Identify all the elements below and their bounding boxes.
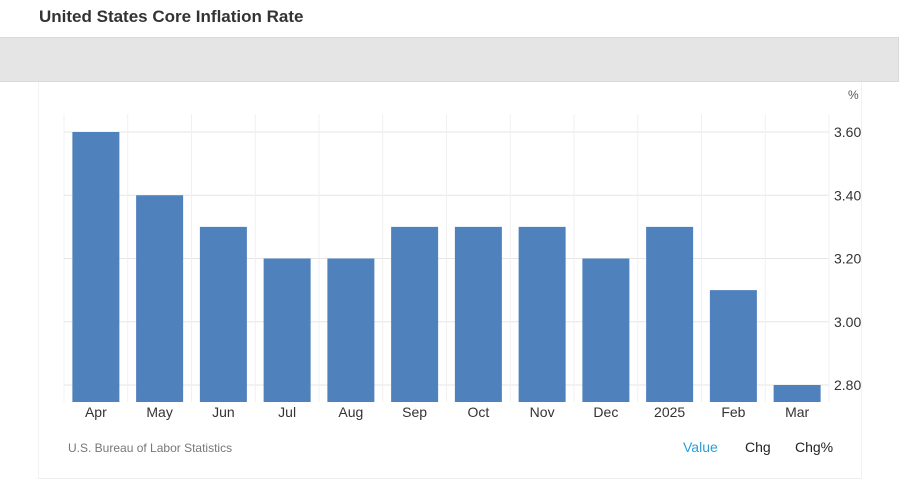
y-tick-label: 3.40 <box>834 187 861 203</box>
bar-2025[interactable] <box>646 226 694 402</box>
x-tick-label: May <box>146 404 172 420</box>
bar-may[interactable] <box>136 195 184 402</box>
y-tick-label: 3.60 <box>834 124 861 140</box>
bars <box>72 132 821 403</box>
bar-dec[interactable] <box>582 258 630 403</box>
bar-aug[interactable] <box>327 258 375 403</box>
x-tick-label: Mar <box>785 404 809 420</box>
bar-chart: Apr May Jun Jul Aug Sep Oct Nov Dec 2025 Feb Mar 3.… <box>63 88 861 420</box>
tab-chg-percent[interactable]: Chg% <box>795 439 834 455</box>
y-tick-label: 3.00 <box>834 314 861 330</box>
bar-nov[interactable] <box>518 226 566 402</box>
tab-value[interactable]: Value <box>683 439 718 455</box>
x-axis-labels: Apr May Jun Jul Aug Sep Oct Nov Dec 2025 Feb Mar <box>85 404 810 420</box>
x-tick-label: Oct <box>467 404 489 420</box>
bar-mar[interactable] <box>773 385 821 402</box>
x-tick-label: Jul <box>278 404 296 420</box>
chart-panel <box>38 82 862 479</box>
bar-apr[interactable] <box>72 132 120 402</box>
y-tick-label: 2.80 <box>834 377 861 393</box>
x-tick-label: Aug <box>338 404 363 420</box>
source-label: U.S. Bureau of Labor Statistics <box>68 441 233 455</box>
x-tick-label: Sep <box>402 404 427 420</box>
x-tick-label: Feb <box>721 404 745 420</box>
x-tick-label: Nov <box>530 404 555 420</box>
x-tick-label: 2025 <box>654 404 685 420</box>
bar-oct[interactable] <box>454 226 502 402</box>
x-tick-label: Jun <box>212 404 235 420</box>
y-tick-label: 3.20 <box>834 251 861 267</box>
tab-chg[interactable]: Chg <box>745 439 771 455</box>
y-axis-labels: 3.60 3.40 3.20 3.00 2.80 <box>834 124 861 393</box>
x-tick-label: Apr <box>85 404 107 420</box>
y-axis-unit: % <box>848 88 859 102</box>
bar-jun[interactable] <box>199 226 247 402</box>
bar-jul[interactable] <box>263 258 311 403</box>
grid-lines <box>63 114 830 402</box>
bar-sep[interactable] <box>391 226 439 402</box>
header-band <box>0 37 899 82</box>
x-tick-label: Dec <box>593 404 618 420</box>
bar-feb[interactable] <box>709 290 757 402</box>
chart-title: United States Core Inflation Rate <box>39 7 304 26</box>
